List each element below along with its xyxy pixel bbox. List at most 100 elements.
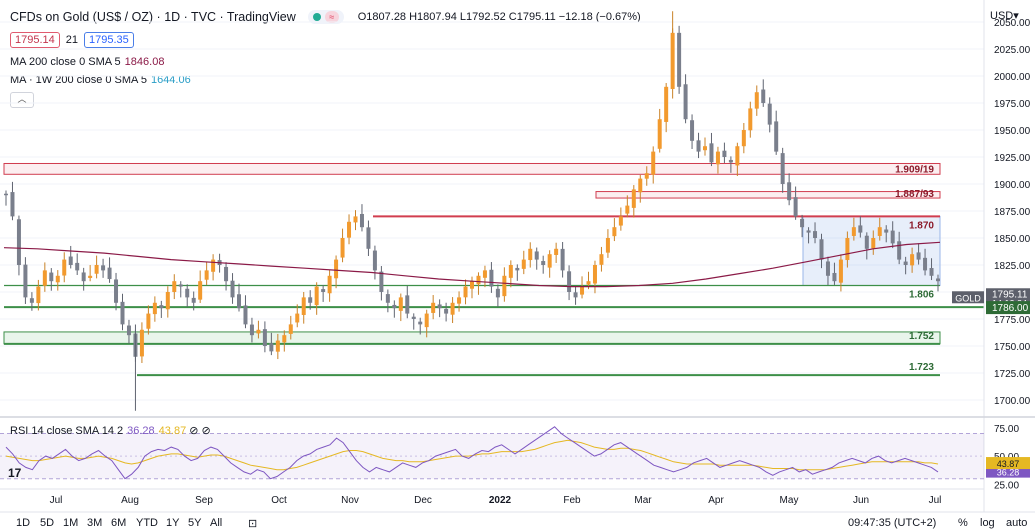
ma200-legend[interactable]: MA 200 close 0 SMA 5 1846.08 xyxy=(10,56,164,68)
collapse-legend-button[interactable]: ︿ xyxy=(10,92,34,108)
price-tick-label: 1775.00 xyxy=(994,315,1031,326)
candle-body xyxy=(36,286,41,304)
bid-ask-panel: 1795.14 21 1795.35 xyxy=(10,32,134,48)
rsi-ma-value: 43.87 xyxy=(158,425,187,437)
tradingview-logo-icon[interactable]: 17 xyxy=(8,466,22,480)
ma200-line xyxy=(3,241,941,288)
candle-body xyxy=(470,281,474,289)
auto-toggle[interactable]: auto xyxy=(1006,517,1028,529)
candle-body xyxy=(528,248,533,261)
symbol-title[interactable]: CFDs on Gold (US$ / OZ) · 1D · TVC · Tra… xyxy=(10,10,296,24)
candle-body xyxy=(884,229,889,233)
ma-weekly-label: MA · 1W 200 close 0 SMA 5 xyxy=(10,74,147,86)
candle-body xyxy=(139,329,144,357)
level-labels: 1.909/19 1.887/93 1.870 1.806 1.752 1.723 xyxy=(895,164,934,373)
level-label-1723: 1.723 xyxy=(909,362,934,373)
bottom-toolbar: 1D 5D 1M 3M 6M YTD 1Y 5Y All ⊡ 09:47:35 … xyxy=(0,514,1035,532)
level-label-1806: 1.806 xyxy=(909,290,934,301)
candle-body xyxy=(696,140,701,152)
candle-body xyxy=(495,288,500,298)
currency-label[interactable]: USD▾ xyxy=(990,10,1019,22)
candle-body xyxy=(683,84,688,120)
tf-1m[interactable]: 1M xyxy=(63,517,79,529)
candle-body xyxy=(489,269,494,287)
tf-6m[interactable]: 6M xyxy=(111,517,127,529)
tf-5d[interactable]: 5D xyxy=(40,517,55,529)
candle-body xyxy=(793,197,798,217)
candle-body xyxy=(126,325,131,336)
candle-body xyxy=(114,279,119,303)
ma-weekly-legend[interactable]: MA · 1W 200 close 0 SMA 5 1644.06 xyxy=(10,74,191,86)
candle-body xyxy=(288,324,293,334)
candle-body xyxy=(541,261,546,265)
candle-body xyxy=(10,192,15,217)
time-tick-label: Sep xyxy=(195,495,213,506)
time-tick-label: Apr xyxy=(708,495,724,506)
log-toggle[interactable]: log xyxy=(980,517,995,529)
candle-body xyxy=(508,264,513,278)
sell-price-button[interactable]: 1795.14 xyxy=(10,32,60,48)
visibility-icon[interactable]: ⊘ xyxy=(189,425,199,437)
level-zone-1752 xyxy=(3,331,941,345)
candle-body xyxy=(929,268,934,276)
level-zone-1909 xyxy=(3,162,941,175)
candle-body xyxy=(631,189,636,208)
calendar-range-icon[interactable]: ⊡ xyxy=(248,518,258,530)
candle-body xyxy=(262,329,267,346)
rsi-legend[interactable]: RSI 14 close SMA 14 2 36.28 43.87 ⊘ ⊘ xyxy=(10,424,211,437)
candle-body xyxy=(664,86,669,122)
candle-body xyxy=(224,266,229,282)
rsi-ma-tag-bg xyxy=(986,457,1030,470)
tf-ytd[interactable]: YTD xyxy=(136,517,158,529)
buy-price-button[interactable]: 1795.35 xyxy=(84,32,134,48)
percent-toggle[interactable]: % xyxy=(958,517,968,529)
candle-body xyxy=(101,265,106,271)
candle-body xyxy=(4,193,8,196)
candle-body xyxy=(845,237,850,261)
price-tick-label: 1950.00 xyxy=(994,126,1031,137)
candle-body xyxy=(838,259,843,283)
time-tick-label: May xyxy=(780,495,799,506)
candle-body xyxy=(159,305,164,309)
candle-body xyxy=(321,289,326,292)
candle-body xyxy=(353,216,358,223)
tf-1d[interactable]: 1D xyxy=(16,517,31,529)
time-tick-label: Dec xyxy=(414,495,432,506)
grid-lines xyxy=(0,21,984,401)
price-tick-label: 2000.00 xyxy=(994,72,1031,83)
tf-all[interactable]: All xyxy=(210,517,223,529)
candle-body xyxy=(249,324,254,336)
settings-icon[interactable]: ⊘ xyxy=(201,425,211,437)
candle-body xyxy=(897,241,902,260)
tf-1y[interactable]: 1Y xyxy=(166,517,180,529)
time-tick-label: Jun xyxy=(853,495,869,506)
price-tick-label: 1700.00 xyxy=(994,396,1031,407)
market-open-dot-icon xyxy=(312,13,321,21)
candle-body xyxy=(385,294,390,303)
candle-body xyxy=(651,151,656,175)
candle-body xyxy=(295,313,300,323)
status-pill[interactable]: ≈ xyxy=(307,10,344,24)
candle-body xyxy=(152,302,157,315)
candle-body xyxy=(340,237,345,258)
rsi-value-tag-text: 36.28 xyxy=(997,468,1020,478)
candle-body xyxy=(301,297,306,315)
candle-body xyxy=(709,143,714,163)
candle-body xyxy=(515,267,520,271)
candle-body xyxy=(936,278,940,282)
clock-readout[interactable]: 09:47:35 (UTC+2) xyxy=(848,517,937,529)
candle-body xyxy=(903,261,908,265)
candle-body xyxy=(560,248,565,271)
candle-body xyxy=(618,216,623,226)
tf-5y[interactable]: 5Y xyxy=(188,517,202,529)
time-tick-label: Nov xyxy=(341,495,359,506)
time-tick-label: Jul xyxy=(50,495,63,506)
candle-body xyxy=(864,235,869,249)
candle-body xyxy=(728,159,733,163)
candle-body xyxy=(359,213,364,228)
tf-3m[interactable]: 3M xyxy=(87,517,103,529)
candle-body xyxy=(573,292,578,298)
candle-body xyxy=(398,297,403,311)
